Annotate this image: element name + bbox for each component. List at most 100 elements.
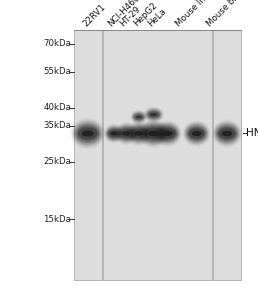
Ellipse shape: [106, 126, 122, 141]
Ellipse shape: [188, 128, 205, 139]
Ellipse shape: [143, 125, 165, 142]
Ellipse shape: [73, 121, 103, 146]
Ellipse shape: [128, 124, 150, 143]
Ellipse shape: [108, 128, 120, 139]
Ellipse shape: [120, 129, 133, 138]
Ellipse shape: [158, 126, 178, 141]
Ellipse shape: [116, 123, 137, 144]
Ellipse shape: [74, 122, 102, 145]
Ellipse shape: [146, 109, 162, 121]
Ellipse shape: [130, 125, 148, 142]
Ellipse shape: [217, 126, 237, 141]
Ellipse shape: [219, 128, 235, 139]
Text: Mouse liver: Mouse liver: [174, 0, 216, 28]
Ellipse shape: [133, 112, 145, 122]
Ellipse shape: [189, 129, 204, 138]
Ellipse shape: [120, 128, 133, 139]
Bar: [213, 30, 241, 280]
Ellipse shape: [144, 127, 163, 140]
Ellipse shape: [160, 129, 175, 138]
Ellipse shape: [140, 121, 168, 146]
Ellipse shape: [129, 124, 149, 142]
Ellipse shape: [132, 129, 146, 138]
Ellipse shape: [156, 124, 179, 143]
Ellipse shape: [78, 128, 97, 139]
Ellipse shape: [139, 120, 169, 147]
Ellipse shape: [105, 126, 123, 141]
Text: HT-29: HT-29: [118, 4, 143, 28]
Text: HNMT: HNMT: [246, 128, 258, 139]
Ellipse shape: [146, 128, 162, 139]
Ellipse shape: [109, 130, 119, 137]
Ellipse shape: [192, 131, 201, 136]
Ellipse shape: [156, 123, 180, 144]
Ellipse shape: [185, 124, 208, 143]
Ellipse shape: [118, 126, 135, 141]
Ellipse shape: [184, 122, 209, 145]
Ellipse shape: [134, 114, 144, 120]
Ellipse shape: [107, 128, 121, 139]
Ellipse shape: [77, 125, 99, 142]
Ellipse shape: [76, 124, 100, 142]
Ellipse shape: [148, 112, 159, 118]
Ellipse shape: [187, 126, 206, 141]
Ellipse shape: [148, 111, 160, 118]
Ellipse shape: [131, 127, 147, 140]
Ellipse shape: [127, 123, 150, 144]
Ellipse shape: [215, 123, 239, 144]
Ellipse shape: [144, 126, 164, 141]
Ellipse shape: [134, 114, 143, 120]
Ellipse shape: [222, 131, 232, 136]
Ellipse shape: [131, 128, 146, 139]
Text: 22RV1: 22RV1: [81, 2, 107, 28]
Text: 15kDa: 15kDa: [43, 214, 71, 224]
Ellipse shape: [214, 122, 240, 145]
Ellipse shape: [122, 131, 131, 136]
Text: 40kDa: 40kDa: [43, 103, 71, 112]
Ellipse shape: [105, 125, 123, 142]
Ellipse shape: [142, 124, 166, 143]
Ellipse shape: [108, 129, 120, 138]
Text: HeLa: HeLa: [146, 7, 168, 28]
Ellipse shape: [145, 108, 163, 121]
Ellipse shape: [216, 124, 238, 143]
Ellipse shape: [217, 125, 237, 142]
Ellipse shape: [132, 111, 146, 123]
Ellipse shape: [131, 110, 147, 124]
Ellipse shape: [188, 127, 206, 140]
Text: HepG2: HepG2: [132, 1, 159, 28]
Ellipse shape: [147, 110, 160, 119]
Ellipse shape: [107, 127, 122, 140]
Ellipse shape: [186, 125, 207, 142]
Text: 35kDa: 35kDa: [43, 122, 71, 130]
Ellipse shape: [133, 113, 144, 121]
Ellipse shape: [159, 127, 177, 140]
Bar: [74, 30, 102, 280]
Ellipse shape: [146, 109, 161, 120]
Text: 25kDa: 25kDa: [43, 158, 71, 166]
Ellipse shape: [117, 125, 136, 142]
Ellipse shape: [163, 131, 173, 136]
Ellipse shape: [144, 107, 163, 122]
Ellipse shape: [148, 130, 159, 136]
Ellipse shape: [77, 127, 98, 140]
Ellipse shape: [141, 123, 166, 144]
Ellipse shape: [130, 126, 148, 141]
Text: Mouse brain: Mouse brain: [205, 0, 249, 28]
Ellipse shape: [136, 116, 142, 118]
Ellipse shape: [134, 131, 143, 136]
Ellipse shape: [72, 120, 103, 147]
Ellipse shape: [147, 110, 161, 119]
Ellipse shape: [75, 123, 101, 144]
Ellipse shape: [213, 121, 241, 146]
Ellipse shape: [117, 124, 136, 143]
Ellipse shape: [159, 128, 176, 139]
Ellipse shape: [82, 130, 94, 136]
Text: 70kDa: 70kDa: [43, 39, 71, 48]
Text: 55kDa: 55kDa: [43, 68, 71, 76]
Ellipse shape: [110, 131, 118, 136]
Ellipse shape: [155, 122, 180, 145]
Ellipse shape: [218, 128, 236, 140]
Ellipse shape: [119, 128, 134, 140]
Text: NCI-H460: NCI-H460: [106, 0, 141, 28]
